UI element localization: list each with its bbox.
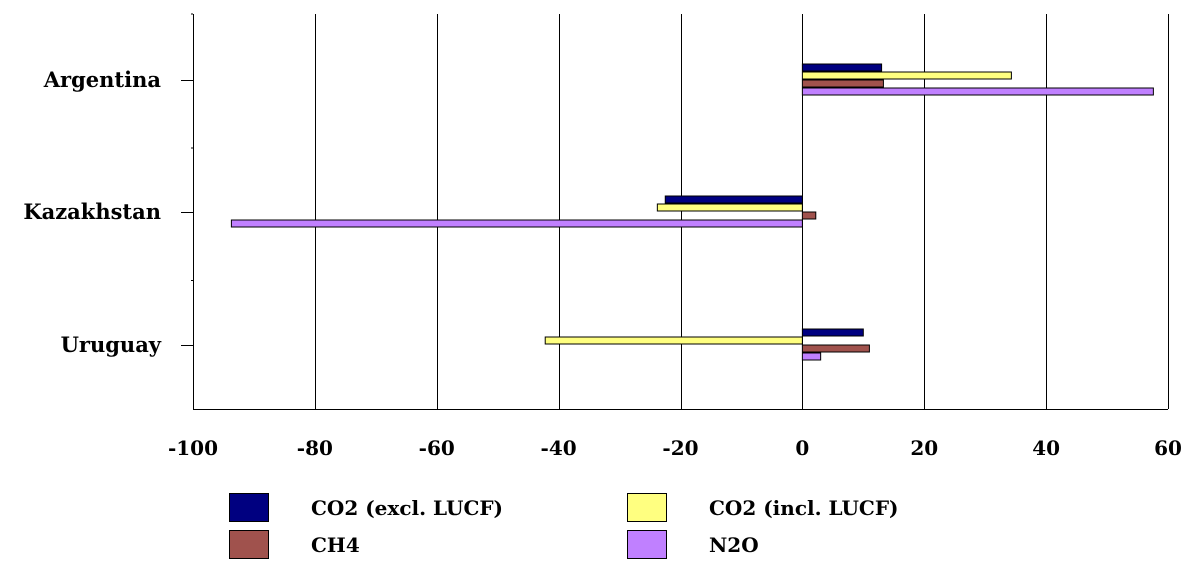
bar-kazakhstan-series-0: [664, 195, 803, 204]
bar-argentina-series-1: [801, 71, 1012, 80]
bar-argentina-series-0: [801, 63, 883, 72]
category-label-argentina: Argentina: [43, 67, 162, 92]
bar-uruguay-series-3: [801, 352, 822, 361]
x-tick-label-8: 60: [1154, 436, 1182, 460]
bar-argentina-series-2: [801, 79, 884, 88]
axes: [181, 13, 1168, 410]
bar-kazakhstan-series-2: [801, 211, 817, 220]
x-tick-label-6: 20: [910, 436, 938, 460]
x-tick-label-5: 0: [795, 436, 809, 460]
labels: -100 -80 -60 -40 -20 0 20 40 60 Argentina Kazakhst…: [23, 67, 1182, 460]
category-label-kazakhstan: Kazakhstan: [23, 199, 161, 224]
bar-kazakhstan-series-3: [230, 219, 803, 228]
x-tick-label-0: -100: [168, 436, 218, 460]
bar-kazakhstan-series-1: [656, 203, 803, 212]
category-label-uruguay: Uruguay: [61, 332, 162, 357]
bar-uruguay-series-2: [801, 344, 870, 353]
x-tick-label-4: -20: [662, 436, 698, 460]
bar-argentina-series-3: [801, 87, 1154, 96]
bar-uruguay-series-1: [544, 336, 803, 345]
x-tick-label-2: -60: [419, 436, 455, 460]
bar-uruguay-series-0: [801, 328, 864, 337]
x-tick-label-3: -40: [541, 436, 577, 460]
x-tick-label-1: -80: [297, 436, 333, 460]
x-tick-label-7: 40: [1032, 436, 1060, 460]
bars: [230, 63, 1154, 361]
